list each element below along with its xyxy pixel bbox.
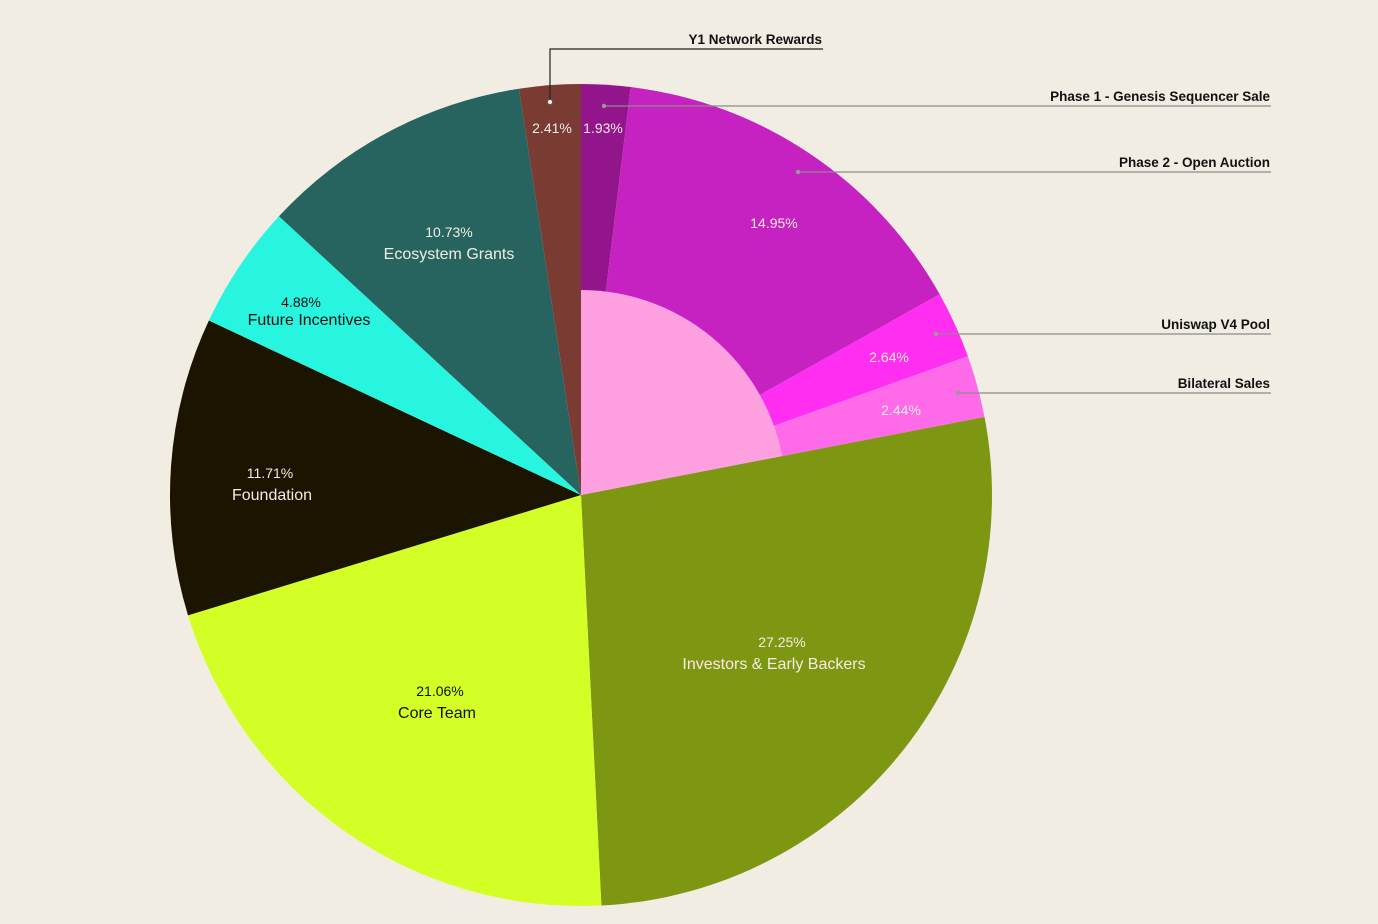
pie-slice-7 (208, 216, 581, 495)
slice-name-label: Core Team (398, 705, 476, 722)
callout-dot (933, 331, 939, 337)
pie-slice-9 (519, 84, 581, 495)
slice-pct-label: 2.44% (881, 402, 921, 418)
slice-name-label: Foundation (232, 487, 312, 504)
callout-label: Bilateral Sales (1178, 376, 1270, 391)
slice-pct-label: 2.41% (532, 120, 572, 136)
slice-pct-label: 11.71% (247, 465, 293, 481)
slice-name-label: Investors & Early Backers (682, 656, 865, 673)
pie-slice-4 (581, 416, 992, 906)
slice-pct-label: 2.64% (869, 349, 909, 365)
pie-slice-6 (170, 320, 582, 616)
slice-pct-label: 14.95% (750, 215, 797, 231)
slice-pct-label: 27.25% (758, 634, 805, 650)
callout-leader-line (549, 48, 823, 102)
callout-label: Uniswap V4 Pool (1161, 317, 1270, 332)
callout-dot (601, 103, 607, 109)
callout-dot (795, 169, 801, 175)
callout-label: Phase 2 - Open Auction (1119, 155, 1270, 170)
slice-name-label: Ecosystem Grants (384, 246, 515, 263)
slice-pct-label: 4.88% (281, 294, 321, 310)
slice-pct-label: 1.93% (583, 120, 623, 136)
callout-label: Phase 1 - Genesis Sequencer Sale (1050, 89, 1270, 104)
slice-pct-label: 21.06% (416, 683, 463, 699)
slice-pct-label: 10.73% (425, 224, 472, 240)
pie-slice-8 (278, 88, 581, 496)
callout-dot (547, 99, 553, 105)
callout-dot (955, 390, 961, 396)
callout-label: Y1 Network Rewards (688, 32, 822, 47)
slice-name-label: Future Incentives (248, 312, 371, 329)
pie-slice-5 (188, 495, 602, 906)
pie-inner-sales-group (581, 290, 783, 495)
